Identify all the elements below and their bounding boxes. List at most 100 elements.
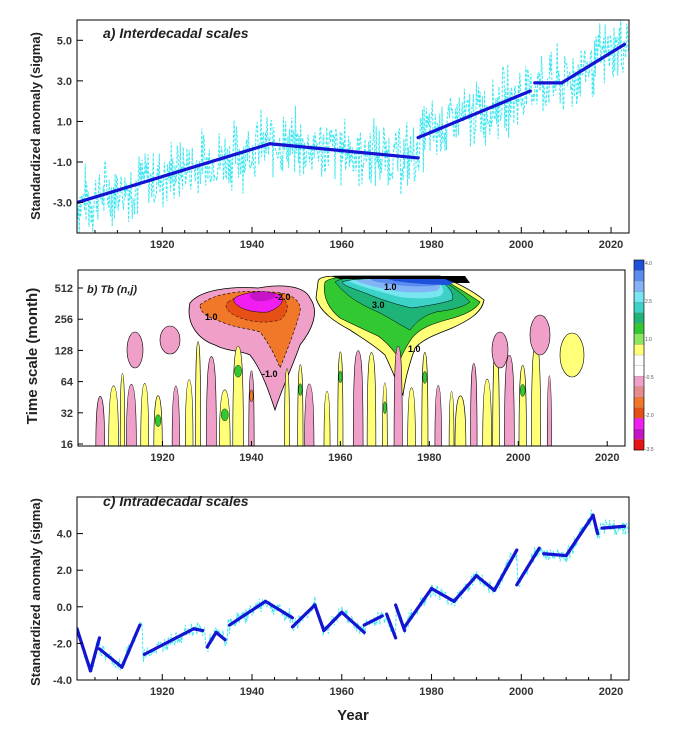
- trend-segment-10: [290, 603, 317, 629]
- x-tick-label: 1960: [330, 686, 354, 698]
- colorbar-swatch: [633, 291, 645, 303]
- x-tick-label: 2020: [595, 452, 619, 464]
- contour-label: -1.0: [262, 369, 278, 379]
- y-tick-label: 16: [61, 439, 73, 451]
- streak-core: [298, 383, 303, 396]
- panel-b: 1920 1940 1960 1980 2000 2020163264128256512 …: [24, 259, 654, 464]
- scale-streak: [518, 365, 527, 446]
- trend-segment-1: [268, 142, 420, 160]
- scale-streak: [323, 390, 331, 446]
- trend-segment-11: [313, 603, 326, 633]
- trend-segment-8: [227, 599, 268, 627]
- trend-segment-26: [600, 524, 627, 530]
- trend-segment-6: [205, 630, 218, 649]
- scale-streak: [95, 396, 105, 446]
- x-tick-label: 2000: [509, 239, 533, 251]
- scale-streak: [195, 341, 201, 446]
- contour-label: -2.0: [275, 292, 291, 302]
- x-tick-label: 2020: [599, 686, 623, 698]
- streak-core: [220, 408, 229, 422]
- colorbar-swatch: [633, 386, 645, 398]
- scale-streak: [366, 352, 377, 446]
- y-tick-label: 32: [61, 408, 73, 420]
- trend-segment-19: [452, 574, 479, 603]
- x-tick-label: 1920: [150, 239, 174, 251]
- x-tick-label: 1940: [240, 239, 264, 251]
- scale-streak: [393, 345, 403, 446]
- trend-segment-21: [492, 548, 519, 592]
- scale-streak: [448, 391, 455, 446]
- trend-segment-20: [474, 574, 496, 592]
- colorbar-label: -2.0: [645, 413, 654, 419]
- x-tick-label: 2000: [509, 686, 533, 698]
- extreme-negative-peak: [249, 291, 276, 302]
- y-tick-label: -1.0: [53, 157, 72, 169]
- y-tick-label: -3.0: [53, 198, 72, 210]
- panel-a-ticks: 1920 1940 1960 1980 2000 2020 -3.0 -1.0 1.0 3.0 5.…: [53, 35, 623, 251]
- streak-core: [383, 401, 387, 414]
- scale-streak: [434, 385, 442, 446]
- colorbar-swatch: [633, 259, 645, 272]
- x-tick-label: 1940: [239, 452, 263, 464]
- colorbar-label: 4.0: [645, 261, 652, 267]
- contour-label: 3.0: [372, 300, 385, 310]
- trend-segment-9: [263, 599, 295, 620]
- scale-streak: [126, 384, 137, 446]
- trend-segment-2: [416, 89, 532, 140]
- scale-streak: [407, 387, 416, 446]
- colorbar-label: 2.5: [645, 299, 652, 305]
- trend-segment-16: [394, 603, 407, 633]
- scale-streak: [482, 378, 492, 446]
- scale-streak: [470, 363, 478, 446]
- colorbar-swatch: [633, 302, 645, 314]
- trend-segment-2: [97, 647, 124, 669]
- colorbar-swatch: [633, 354, 645, 367]
- side-blob: [159, 325, 181, 355]
- panel-a: 1920 1940 1960 1980 2000 2020 -3.0 -1.0 1.0 3.0 5.…: [28, 19, 630, 251]
- panel-a-frame: [76, 19, 630, 234]
- y-tick-label: -2.0: [53, 638, 72, 650]
- side-blob: [559, 332, 585, 378]
- trend-segment-22: [515, 546, 541, 587]
- scale-streak: [304, 383, 315, 446]
- x-tick-label: 1980: [417, 452, 441, 464]
- scale-streak: [352, 350, 364, 446]
- colorbar-swatch: [633, 418, 645, 430]
- colorbar-swatch: [633, 397, 645, 409]
- y-tick-label: 5.0: [57, 35, 72, 47]
- panel-a-plot-area: [77, 20, 629, 233]
- trend-segment-5: [192, 627, 205, 633]
- scale-streak: [171, 385, 180, 446]
- scale-streak: [185, 379, 194, 446]
- side-blob: [491, 331, 509, 369]
- monthly-anomaly-series: [77, 20, 629, 233]
- colorbar-swatch: [633, 280, 645, 293]
- colorbar: 4.0 2.5 1.0 -0.5 -2.0 -3.5: [633, 259, 654, 453]
- y-tick-label: 3.0: [57, 76, 72, 88]
- panel-c-ylabel: Standardized anomaly (sigma): [28, 498, 43, 686]
- y-tick-label: -4.0: [53, 675, 72, 687]
- panel-c-frame: [76, 496, 630, 681]
- streak-core: [155, 414, 162, 427]
- panel-c: 1920 1940 1960 1980 2000 2020 -4.0 -2.0 0.0 2.0 4.…: [28, 493, 630, 724]
- x-tick-label: 1940: [240, 686, 264, 698]
- scale-streak: [119, 373, 126, 446]
- colorbar-swatch: [633, 323, 645, 335]
- scale-streak: [206, 356, 217, 446]
- streak-core: [338, 370, 343, 384]
- vertical-streaks: [95, 314, 585, 446]
- panel-c-ticks: 1920 1940 1960 1980 2000 2020 -4.0 -2.0 0.0 2.0 4.…: [53, 529, 623, 698]
- trend-segment-14: [362, 614, 384, 627]
- trend-segment-23: [542, 552, 568, 558]
- trend-segment-1: [88, 636, 102, 673]
- scale-streak: [421, 352, 429, 446]
- x-tick-label: 2020: [599, 239, 623, 251]
- colorbar-swatch: [633, 407, 645, 419]
- y-tick-label: 128: [55, 345, 73, 357]
- trend-segment-12: [322, 610, 344, 633]
- scale-streak: [337, 351, 344, 446]
- trend-segment-3: [120, 623, 142, 669]
- trend-segment-7: [214, 630, 227, 642]
- colorbar-swatch: [633, 333, 645, 345]
